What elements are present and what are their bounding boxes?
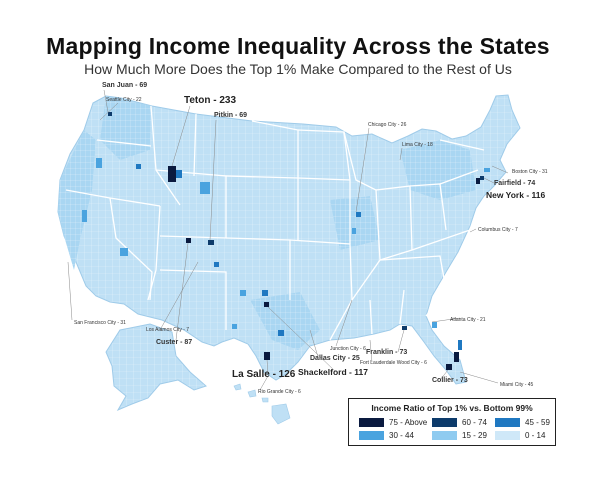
label-franklin: Franklin - 73 bbox=[366, 349, 407, 356]
legend-swatch-0-14 bbox=[495, 431, 520, 440]
legend-swatch-60-74 bbox=[432, 418, 457, 427]
label-dallas: Dallas City - 25 bbox=[310, 355, 360, 362]
legend-label-15-29: 15 - 29 bbox=[462, 431, 487, 440]
label-columbus: Columbus City - 7 bbox=[478, 227, 518, 233]
label-collier: Collier - 73 bbox=[432, 377, 468, 384]
county-teton bbox=[168, 166, 176, 182]
label-fairfield: Fairfield - 74 bbox=[494, 180, 535, 187]
map-title: Mapping Income Inequality Across the Sta… bbox=[46, 33, 550, 59]
label-new-york: New York - 116 bbox=[486, 190, 545, 200]
legend: Income Ratio of Top 1% vs. Bottom 99% 75… bbox=[348, 398, 556, 446]
legend-swatch-15-29 bbox=[432, 431, 457, 440]
label-chicago: Chicago City - 26 bbox=[368, 122, 407, 128]
county-la-salle bbox=[264, 352, 270, 360]
legend-label-30-44: 30 - 44 bbox=[389, 431, 414, 440]
label-boston: Boston City - 31 bbox=[512, 169, 548, 175]
legend-label-0-14: 0 - 14 bbox=[525, 431, 546, 440]
label-custer: Custer - 87 bbox=[156, 339, 192, 346]
county-palm-beach bbox=[454, 352, 459, 362]
label-atlanta: Atlanta City - 21 bbox=[450, 317, 486, 323]
map-subtitle: How Much More Does the Top 1% Make Compa… bbox=[84, 61, 512, 77]
legend-swatch-75-above bbox=[359, 418, 384, 427]
legend-label-75-above: 75 - Above bbox=[389, 418, 428, 427]
label-san-juan: San Juan - 69 bbox=[102, 82, 147, 89]
label-junction: Junction City - 6 bbox=[330, 346, 366, 352]
county-san-juan bbox=[108, 112, 112, 116]
label-lima: Lima City - 18 bbox=[402, 142, 433, 148]
annotation-labels: San Juan - 69 Seattle City - 22 Teton - … bbox=[74, 82, 548, 395]
leader-lines bbox=[67, 89, 509, 391]
label-rio-grande: Rio Grande City - 6 bbox=[258, 389, 301, 395]
label-teton: Teton - 233 bbox=[184, 95, 236, 106]
hawaii bbox=[233, 383, 291, 425]
label-san-francisco: San Francisco City - 31 bbox=[74, 320, 126, 326]
label-pitkin: Pitkin - 69 bbox=[214, 112, 247, 119]
county-fairfield bbox=[480, 176, 484, 180]
county-franklin bbox=[402, 326, 407, 330]
county-pitkin bbox=[208, 240, 214, 245]
legend-swatch-45-59 bbox=[495, 418, 520, 427]
legend-label-60-74: 60 - 74 bbox=[462, 418, 487, 427]
label-fort-lauderdale: Fort Lauderdale Wood City - 6 bbox=[360, 360, 427, 366]
legend-title: Income Ratio of Top 1% vs. Bottom 99% bbox=[371, 403, 533, 413]
county-collier bbox=[446, 364, 452, 370]
county-new-york bbox=[476, 178, 480, 184]
county-custer bbox=[186, 238, 191, 243]
label-la-salle: La Salle - 126 bbox=[232, 369, 296, 380]
label-seattle: Seattle City - 22 bbox=[106, 97, 142, 103]
state-borders bbox=[65, 105, 485, 341]
label-miami: Miami City - 45 bbox=[500, 382, 534, 388]
highlight-counties bbox=[82, 112, 490, 370]
label-los-alamos: Los Alamos City - 7 bbox=[146, 327, 189, 333]
county-shackelford bbox=[264, 302, 269, 307]
alaska bbox=[105, 323, 207, 412]
legend-label-45-59: 45 - 59 bbox=[525, 418, 550, 427]
label-shackelford: Shackelford - 117 bbox=[298, 367, 368, 377]
legend-swatch-30-44 bbox=[359, 431, 384, 440]
